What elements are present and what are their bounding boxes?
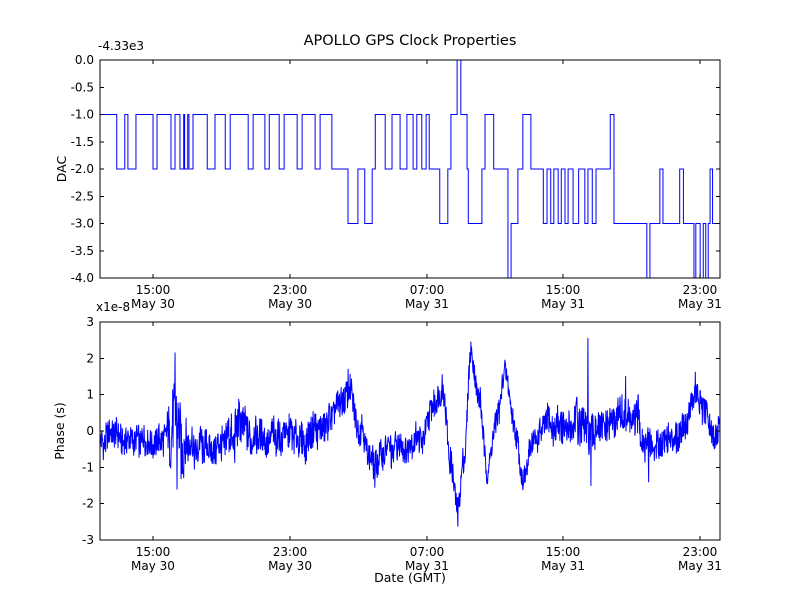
phase-offset-label: x1e-8	[96, 300, 131, 314]
dac-series-line	[100, 59, 720, 279]
x-tick-label-time: 15:00	[546, 545, 581, 559]
phase-axes-frame	[99, 321, 721, 541]
x-tick-label-time: 23:00	[273, 283, 308, 297]
phase-axis-label: Phase (s)	[52, 402, 67, 460]
y-tick-label: -0.5	[71, 80, 94, 94]
x-tick-label-time: 15:00	[136, 545, 171, 559]
x-tick-label-date: May 31	[678, 297, 722, 311]
y-tick-label: 0	[86, 424, 94, 438]
y-tick-label: -1.5	[71, 135, 94, 149]
y-tick-label: -3.0	[71, 217, 94, 231]
x-tick-label-time: 15:00	[136, 283, 171, 297]
date-axis-label: Date (GMT)	[374, 570, 446, 585]
x-tick-label-date: May 31	[541, 297, 585, 311]
x-tick-label-date: May 31	[405, 559, 449, 573]
x-tick-label-time: 07:00	[410, 545, 445, 559]
plot-title: APOLLO GPS Clock Properties	[303, 33, 517, 49]
dac-offset-label: -4.33e3	[98, 39, 145, 53]
x-tick-label-date: May 30	[131, 297, 175, 311]
y-tick-label: -3	[82, 533, 94, 547]
y-tick-label: -2.5	[71, 189, 94, 203]
x-tick-label-date: May 30	[268, 559, 312, 573]
x-tick-label-date: May 31	[541, 559, 585, 573]
y-tick-label: -2.0	[71, 162, 94, 176]
dac-axis-label: DAC	[54, 155, 69, 183]
x-tick-label-date: May 30	[268, 297, 312, 311]
x-tick-label-time: 23:00	[273, 545, 308, 559]
y-tick-label: -2	[82, 497, 94, 511]
x-tick-label-time: 23:00	[683, 545, 718, 559]
y-tick-label: 2	[86, 351, 94, 365]
y-tick-label: -4.0	[71, 271, 94, 285]
x-tick-label-time: 07:00	[410, 283, 445, 297]
y-tick-label: 3	[86, 315, 94, 329]
y-tick-label: 1	[86, 388, 94, 402]
y-tick-label: 0.0	[75, 53, 94, 67]
y-tick-label: -3.5	[71, 244, 94, 258]
y-tick-label: -1.0	[71, 108, 94, 122]
x-tick-label-date: May 31	[678, 559, 722, 573]
x-tick-label-time: 15:00	[546, 283, 581, 297]
x-tick-label-time: 23:00	[683, 283, 718, 297]
y-tick-label: -1	[82, 460, 94, 474]
phase-series-line	[99, 337, 721, 527]
x-tick-label-date: May 31	[405, 297, 449, 311]
x-tick-label-date: May 30	[131, 559, 175, 573]
